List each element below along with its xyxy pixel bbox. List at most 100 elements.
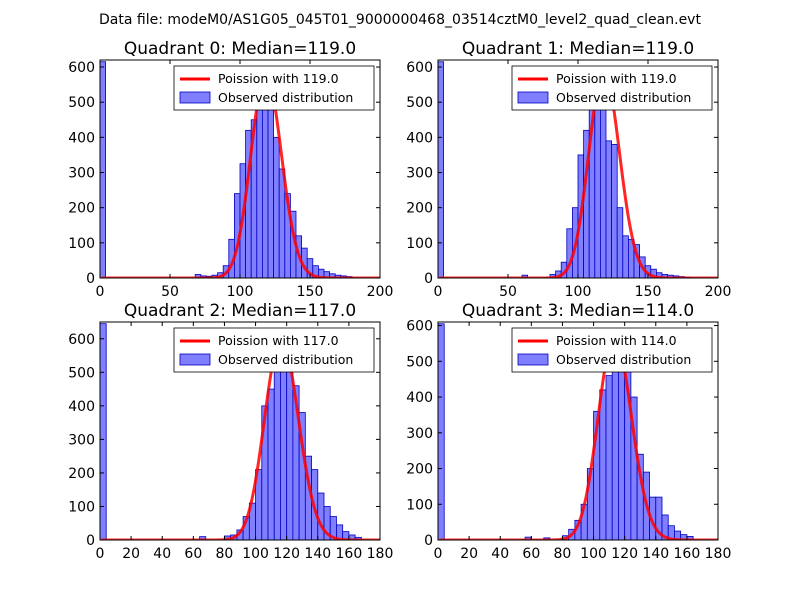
plot-data — [100, 61, 380, 278]
y-tick-label: 0 — [86, 271, 95, 287]
histogram-bar — [605, 375, 613, 540]
x-tick-label: 50 — [161, 284, 179, 300]
axes-frame — [99, 321, 381, 541]
histogram-bar — [599, 389, 607, 540]
histogram-bar — [273, 136, 280, 278]
x-tick-label: 0 — [96, 546, 105, 562]
x-tick-label: 40 — [153, 546, 171, 562]
plot-data — [100, 323, 380, 540]
panel-title: Quadrant 3: Median=114.0 — [462, 301, 694, 321]
suptitle: Data file: modeM0/AS1G05_045T01_90000004… — [99, 12, 701, 28]
x-tick-label: 0 — [434, 284, 443, 300]
y-tick-label: 0 — [86, 533, 95, 549]
legend-bar-swatch — [179, 91, 211, 104]
panel-quadrant-3: 0 20 40 60 80 100 120 140 160 1800100200300400500… — [406, 301, 731, 562]
x-tick-label: 60 — [522, 546, 540, 562]
histogram-bar — [100, 323, 107, 540]
histogram-bar — [438, 323, 445, 540]
histogram-bar — [616, 207, 624, 278]
y-tick-label: 400 — [406, 130, 433, 146]
legend-label-observed: Observed distribution — [556, 90, 691, 105]
legend-bar-swatch — [179, 353, 211, 366]
y-tick-label: 500 — [406, 95, 433, 111]
y-tick-label: 0 — [424, 533, 433, 549]
x-tick-label: 20 — [122, 546, 140, 562]
histogram-bar — [267, 388, 275, 540]
x-tick-label: 80 — [554, 546, 572, 562]
y-tick-label: 100 — [406, 497, 433, 513]
x-tick-label: 20 — [460, 546, 478, 562]
histogram-bar — [618, 360, 626, 540]
legend: Poission with 119.0 Observed distribution — [173, 65, 375, 111]
y-tick-label: 600 — [406, 319, 433, 335]
y-tick-label: 400 — [68, 399, 95, 415]
legend-label-observed: Observed distribution — [556, 352, 691, 367]
plot-data — [438, 61, 718, 278]
y-tick-label: 400 — [406, 390, 433, 406]
legend-label-poisson: Poission with 119.0 — [556, 71, 677, 86]
histogram-bar — [199, 536, 207, 540]
y-tick-label: 300 — [68, 432, 95, 448]
x-tick-label: 120 — [273, 546, 300, 562]
histogram-bar — [600, 108, 607, 278]
x-tick-label: 0 — [96, 284, 105, 300]
x-tick-label: 140 — [642, 546, 669, 562]
histogram-bar — [100, 61, 106, 278]
histogram-bar — [256, 91, 263, 278]
y-tick-label: 0 — [424, 271, 433, 287]
y-tick-label: 200 — [406, 462, 433, 478]
y-tick-label: 500 — [68, 365, 95, 381]
x-tick-label: 100 — [565, 284, 592, 300]
poisson-curve — [439, 334, 718, 540]
poisson-curve — [101, 337, 380, 540]
plot-data — [438, 323, 718, 540]
legend-label-poisson: Poission with 114.0 — [556, 333, 677, 348]
panel-title: Quadrant 0: Median=119.0 — [124, 39, 356, 59]
x-tick-label: 0 — [434, 546, 443, 562]
y-tick-label: 300 — [68, 166, 95, 182]
panel-quadrant-0: 0 50 100 150 200 0 100 200 300 400 500 600 Quadrant … — [68, 39, 393, 300]
legend-bar-swatch — [517, 353, 549, 366]
y-tick-label: 500 — [68, 95, 95, 111]
y-tick-label: 200 — [406, 201, 433, 217]
y-tick-label: 600 — [68, 332, 95, 348]
y-tick-label: 200 — [68, 466, 95, 482]
panel-title: Quadrant 2: Median=117.0 — [124, 301, 356, 321]
x-tick-label: 200 — [367, 284, 394, 300]
histogram-bar — [622, 235, 629, 278]
legend: Poission with 114.0 Observed distribution — [511, 327, 713, 373]
histogram-bar — [267, 98, 274, 278]
y-tick-label: 300 — [406, 426, 433, 442]
histogram-bar — [273, 345, 281, 540]
x-tick-label: 200 — [705, 284, 732, 300]
legend-label-poisson: Poission with 119.0 — [218, 71, 339, 86]
y-tick-label: 100 — [406, 236, 433, 252]
y-tick-label: 100 — [68, 236, 95, 252]
histogram-bar — [605, 140, 612, 278]
y-tick-label: 600 — [406, 60, 433, 76]
legend-label-observed: Observed distribution — [218, 352, 353, 367]
x-tick-label: 160 — [336, 546, 363, 562]
legend-label-poisson: Poission with 117.0 — [218, 333, 339, 348]
y-tick-label: 100 — [68, 499, 95, 515]
y-tick-label: 400 — [68, 130, 95, 146]
histogram-bar — [286, 361, 294, 540]
y-tick-label: 200 — [68, 201, 95, 217]
x-tick-label: 140 — [304, 546, 331, 562]
legend-label-observed: Observed distribution — [218, 90, 353, 105]
x-tick-label: 40 — [491, 546, 509, 562]
panel-quadrant-2: 0 20 40 60 80 100 120 140 160 1800100200300400500… — [68, 301, 393, 562]
histogram-bar — [438, 61, 444, 278]
x-tick-label: 180 — [367, 546, 394, 562]
x-tick-label: 60 — [184, 546, 202, 562]
panel-quadrant-1: 0 50 100 150 200 0 100 200 300 400 500 600 Quadrant … — [406, 39, 731, 300]
panel-title: Quadrant 1: Median=119.0 — [462, 39, 694, 59]
legend: Poission with 117.0 Observed distribution — [173, 327, 375, 373]
histogram-bar — [611, 143, 618, 278]
legend-bar-swatch — [517, 91, 549, 104]
x-tick-label: 150 — [635, 284, 662, 300]
x-tick-label: 100 — [242, 546, 269, 562]
x-tick-label: 80 — [216, 546, 234, 562]
x-tick-label: 100 — [227, 284, 254, 300]
